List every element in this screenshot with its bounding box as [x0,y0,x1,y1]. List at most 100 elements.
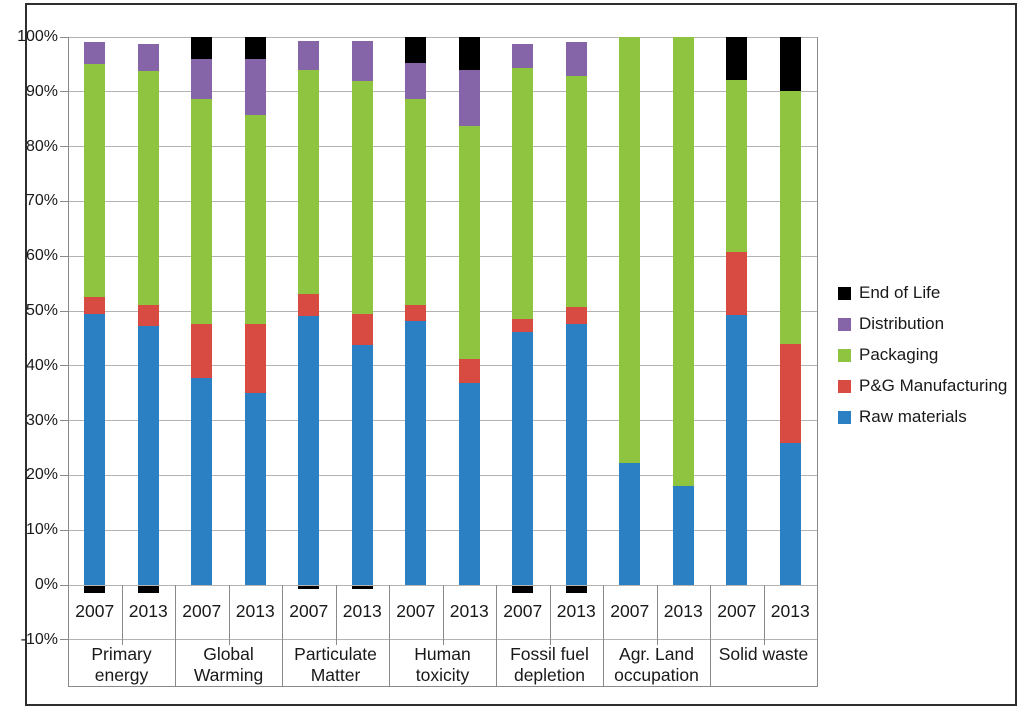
bar-segment-end-of-life-solid-waste-2013 [779,37,801,91]
x-axis-year-label: 2007 [396,601,436,621]
bar-segment-raw-materials-human-toxicity-2013 [458,383,480,585]
bar-segment-end-of-life-particulate-matter-2007 [298,586,320,589]
bar-segment-end-of-life-global-warming-2007 [191,37,213,59]
year-separator [335,585,337,645]
y-axis-tick-mark [60,200,68,202]
x-axis-group-label-line: energy [94,665,149,685]
x-axis-group-label-global-warming: Global Warming [175,644,282,686]
x-axis-group-label-primary-energy: Primary energy [68,644,175,686]
legend-swatch-packaging [838,348,851,362]
gridline-40 [68,365,817,367]
x-axis-group-label-line: Global [203,644,254,664]
y-axis-tick-label: 10% [25,521,58,539]
year-separator [228,585,230,645]
y-axis-tick-label: 20% [25,466,58,484]
x-axis-group-label-line: Solid waste [718,644,809,664]
gridline-20 [68,474,817,476]
gridline-70 [68,200,817,202]
group-separator [710,585,711,686]
bar-segment-packaging-primary-energy-2013 [137,70,159,305]
bar-segment-end-of-life-human-toxicity-2013 [458,37,480,70]
y-axis-tick-label: 60% [25,247,58,265]
legend-item-packaging: Packaging [838,344,938,366]
y-axis-tick-label: 90% [25,82,58,100]
bar-segment-raw-materials-global-warming-2013 [244,393,266,585]
group-separator [175,585,176,686]
y-axis-tick-label: 30% [25,411,58,429]
bar-segment-packaging-particulate-matter-2013 [351,80,373,315]
y-axis-tick-label: -10% [20,630,58,648]
x-axis-group-label-line: Human [414,644,471,664]
plot-right-border [817,37,818,686]
bar-segment-p-g-manufacturing-particulate-matter-2007 [298,294,320,317]
category-table-bottom-border [68,686,818,687]
bar-segment-distribution-global-warming-2007 [191,58,213,100]
bar-segment-distribution-particulate-matter-2007 [298,40,320,70]
bar-segment-packaging-agr-land-occupation-2013 [672,37,694,486]
gridline-10 [68,529,817,531]
x-axis-group-label-particulate-matter: Particulate Matter [282,644,389,686]
x-axis-year-label: 2007 [75,601,115,621]
x-axis-group-label-fossil-fuel-depletion: Fossil fuel depletion [496,644,603,686]
x-axis-year-label: 2013 [342,601,382,621]
group-separator [496,585,497,686]
bar-segment-raw-materials-fossil-fuel-depletion-2007 [512,332,534,585]
x-axis-year-label: 2013 [663,601,703,621]
bar-segment-p-g-manufacturing-global-warming-2013 [244,324,266,394]
legend-item-end-of-life: End of Life [838,282,940,304]
bar-segment-end-of-life-particulate-matter-2013 [351,586,373,589]
y-axis-tick-label: 0% [34,576,58,593]
year-separator [656,585,658,645]
bar-segment-raw-materials-particulate-matter-2013 [351,344,373,585]
bar-segment-end-of-life-solid-waste-2007 [726,37,748,80]
bar-segment-p-g-manufacturing-solid-waste-2013 [779,343,801,443]
gridline-60 [68,255,817,257]
y-axis-tick-mark [60,91,68,93]
bar-segment-distribution-human-toxicity-2013 [458,69,480,126]
x-axis-year-label: 2007 [503,601,543,621]
bar-segment-packaging-fossil-fuel-depletion-2013 [565,75,587,307]
bar-segment-distribution-primary-energy-2013 [137,43,159,71]
gridline-50 [68,310,817,312]
gridline-80 [68,146,817,148]
bar-segment-end-of-life-fossil-fuel-depletion-2013 [565,586,587,593]
year-separator [763,585,765,645]
y-axis-tick-label: 70% [25,192,58,210]
bar-segment-distribution-global-warming-2013 [244,58,266,116]
bar-segment-end-of-life-fossil-fuel-depletion-2007 [512,586,534,593]
bar-segment-packaging-solid-waste-2013 [779,90,801,344]
y-axis-tick-mark [60,529,68,531]
bar-segment-end-of-life-human-toxicity-2007 [405,37,427,63]
bar-segment-packaging-human-toxicity-2007 [405,98,427,305]
legend-label: Raw materials [859,407,967,426]
gridline-100 [68,36,817,38]
bar-segment-p-g-manufacturing-human-toxicity-2007 [405,304,427,322]
y-axis-tick-mark [60,146,68,148]
bar-segment-distribution-human-toxicity-2007 [405,62,427,99]
y-axis-tick-mark [60,365,68,367]
bar-segment-end-of-life-primary-energy-2007 [84,586,106,593]
legend-swatch-end-of-life [838,286,851,300]
x-axis-group-label-line: toxicity [415,665,470,685]
bar-segment-raw-materials-particulate-matter-2007 [298,316,320,585]
bar-segment-raw-materials-primary-energy-2013 [137,325,159,585]
legend-label: End of Life [859,283,941,302]
legend-swatch-distribution [838,317,851,331]
bar-segment-p-g-manufacturing-fossil-fuel-depletion-2007 [512,318,534,333]
bar-segment-end-of-life-global-warming-2013 [244,37,266,59]
group-separator [282,585,283,686]
x-axis-year-label: 2007 [289,601,329,621]
bar-segment-raw-materials-solid-waste-2013 [779,442,801,585]
y-axis-line [68,37,69,686]
x-axis-group-label-line: occupation [614,665,699,685]
legend-label: Distribution [859,314,945,333]
group-separator [389,585,390,686]
legend-swatch-p-g-manufacturing [838,379,851,393]
x-axis-group-label-line: Agr. Land [619,644,694,664]
bar-segment-p-g-manufacturing-particulate-matter-2013 [351,314,373,345]
chart-outer-frame [25,3,1017,706]
legend-item-raw-materials: Raw materials [838,406,967,428]
bar-segment-p-g-manufacturing-primary-energy-2013 [137,304,159,326]
bar-segment-packaging-agr-land-occupation-2007 [619,37,641,464]
